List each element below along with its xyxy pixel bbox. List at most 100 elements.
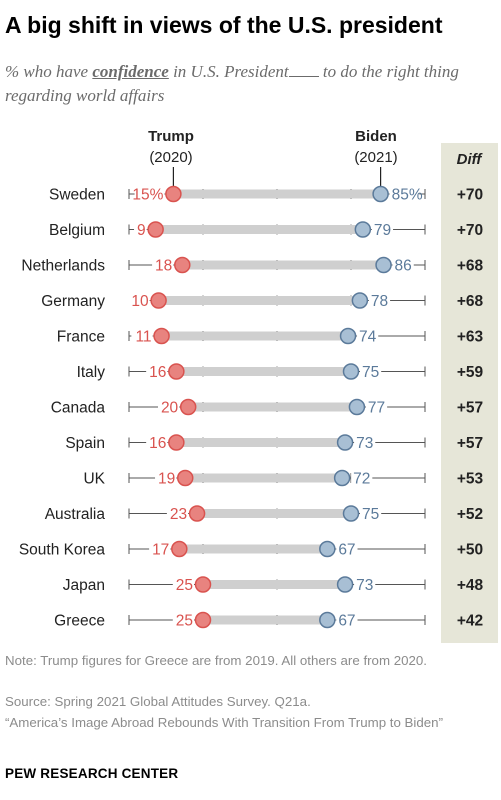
- biden-dot: [351, 292, 369, 309]
- range-bar: [188, 402, 357, 412]
- subtitle-prefix: % who have: [5, 62, 93, 81]
- country-label: Japan: [63, 577, 105, 594]
- chart-row: Canada 20 77 +57: [51, 398, 483, 417]
- diff-value: +68: [457, 293, 484, 310]
- biden-dot: [319, 540, 336, 558]
- chart-row: Germany 10 78 +68: [41, 291, 484, 310]
- diff-value: +57: [457, 400, 483, 417]
- biden-dot: [372, 185, 389, 203]
- biden-value-label: 78: [371, 293, 388, 310]
- biden-value-label: 85%: [392, 187, 423, 204]
- biden-label-background: [389, 185, 420, 203]
- biden-label-background: [360, 504, 382, 523]
- biden-label-background: [371, 220, 394, 239]
- biden-value-label: 77: [368, 400, 385, 417]
- chart-row: Italy 16 75 +59: [77, 362, 484, 381]
- biden-value-label: 86: [395, 258, 412, 275]
- biden-label-background: [336, 611, 358, 629]
- chart-row: South Korea 17 67 +50: [19, 540, 483, 559]
- biden-value-label: 79: [374, 222, 391, 239]
- diff-header: Diff: [457, 151, 484, 168]
- subtitle-blank: [288, 64, 319, 77]
- range-bar: [155, 225, 363, 234]
- trump-dot: [171, 540, 188, 558]
- trump-value-label: 9: [137, 222, 146, 239]
- biden-dot: [339, 327, 357, 345]
- biden-value-label: 73: [356, 577, 373, 594]
- trump-label-background: [166, 504, 189, 523]
- diff-value: +63: [457, 329, 484, 346]
- biden-label-background: [392, 256, 414, 274]
- biden-dot: [336, 576, 354, 593]
- organization-name: PEW RESEARCH CENTER: [5, 766, 179, 781]
- trump-value-label: 25: [176, 613, 193, 630]
- biden-dot: [333, 469, 351, 487]
- trump-label-background: [131, 327, 153, 345]
- range-bar: [203, 615, 328, 625]
- trump-label-background: [155, 469, 177, 487]
- chart-rows: Sweden 15% 85% +70 Belgium 9 79 +70 Netherlands 1…: [19, 185, 484, 630]
- country-label: Greece: [54, 613, 105, 630]
- trump-dot: [176, 469, 194, 487]
- chart-subtitle: % who have confidence in U.S. President …: [5, 60, 497, 108]
- biden-value-label: 72: [353, 471, 370, 488]
- country-label: Sweden: [49, 187, 105, 204]
- trump-label-background: [146, 362, 168, 381]
- country-label: South Korea: [19, 542, 106, 559]
- chart-report-title: “America’s Image Abroad Rebounds With Tr…: [5, 715, 443, 730]
- biden-dot: [348, 398, 366, 416]
- biden-value-label: 74: [359, 329, 377, 346]
- chart-header: Trump (2020) Biden (2021) Diff: [148, 128, 483, 188]
- country-label: Netherlands: [21, 258, 105, 275]
- diff-value: +70: [457, 187, 483, 204]
- diff-value: +59: [457, 364, 484, 381]
- trump-dot: [188, 505, 206, 522]
- trump-label-background: [172, 575, 194, 594]
- trump-value-label: 16: [149, 435, 166, 452]
- trump-dot: [194, 576, 212, 593]
- diff-value: +50: [457, 542, 483, 559]
- trump-value-label: 25: [176, 577, 193, 594]
- range-bar: [179, 544, 328, 554]
- country-label: Canada: [51, 400, 106, 417]
- trump-label-background: [146, 433, 168, 452]
- chart-row: Sweden 15% 85% +70: [49, 185, 483, 204]
- trump-header-name: Trump: [148, 128, 194, 145]
- range-bar: [203, 580, 346, 589]
- biden-dot: [375, 256, 392, 274]
- trump-value-label: 10: [131, 293, 149, 310]
- chart-row: Spain 16 73 +57: [65, 433, 483, 452]
- biden-value-label: 73: [356, 435, 373, 452]
- chart-row: France 11 74 +63: [57, 327, 484, 346]
- trump-header-year: (2020): [149, 149, 192, 166]
- biden-value-label: 75: [362, 506, 379, 523]
- diff-value: +57: [457, 435, 483, 452]
- trump-dot: [168, 434, 185, 451]
- trump-value-label: 11: [135, 329, 151, 346]
- chart-row: Belgium 9 79 +70: [49, 220, 483, 239]
- trump-value-label: 23: [170, 506, 187, 523]
- range-bar: [158, 296, 360, 305]
- biden-dot: [354, 221, 372, 238]
- biden-value-label: 67: [338, 613, 355, 630]
- country-label: Spain: [65, 435, 105, 452]
- biden-value-label: 75: [362, 364, 379, 381]
- diff-value: +53: [457, 471, 484, 488]
- range-bar: [182, 260, 384, 270]
- subtitle-suffix: to do the right thing regarding world af…: [5, 62, 459, 105]
- trump-dot: [150, 292, 167, 309]
- biden-label-background: [365, 398, 388, 416]
- trump-dot: [194, 611, 212, 629]
- biden-label-background: [336, 540, 358, 558]
- range-bar: [176, 438, 346, 447]
- trump-label-background: [149, 540, 171, 558]
- chart-row: Japan 25 73 +48: [63, 575, 484, 594]
- trump-label-background: [134, 220, 147, 239]
- trump-value-label: 15%: [132, 187, 163, 204]
- trump-value-label: 16: [149, 364, 166, 381]
- biden-dot: [342, 363, 360, 380]
- chart-title: A big shift in views of the U.S. preside…: [5, 12, 443, 38]
- chart-row: Australia 23 75 +52: [45, 504, 483, 523]
- country-label: Australia: [45, 506, 106, 523]
- biden-dot: [319, 611, 336, 629]
